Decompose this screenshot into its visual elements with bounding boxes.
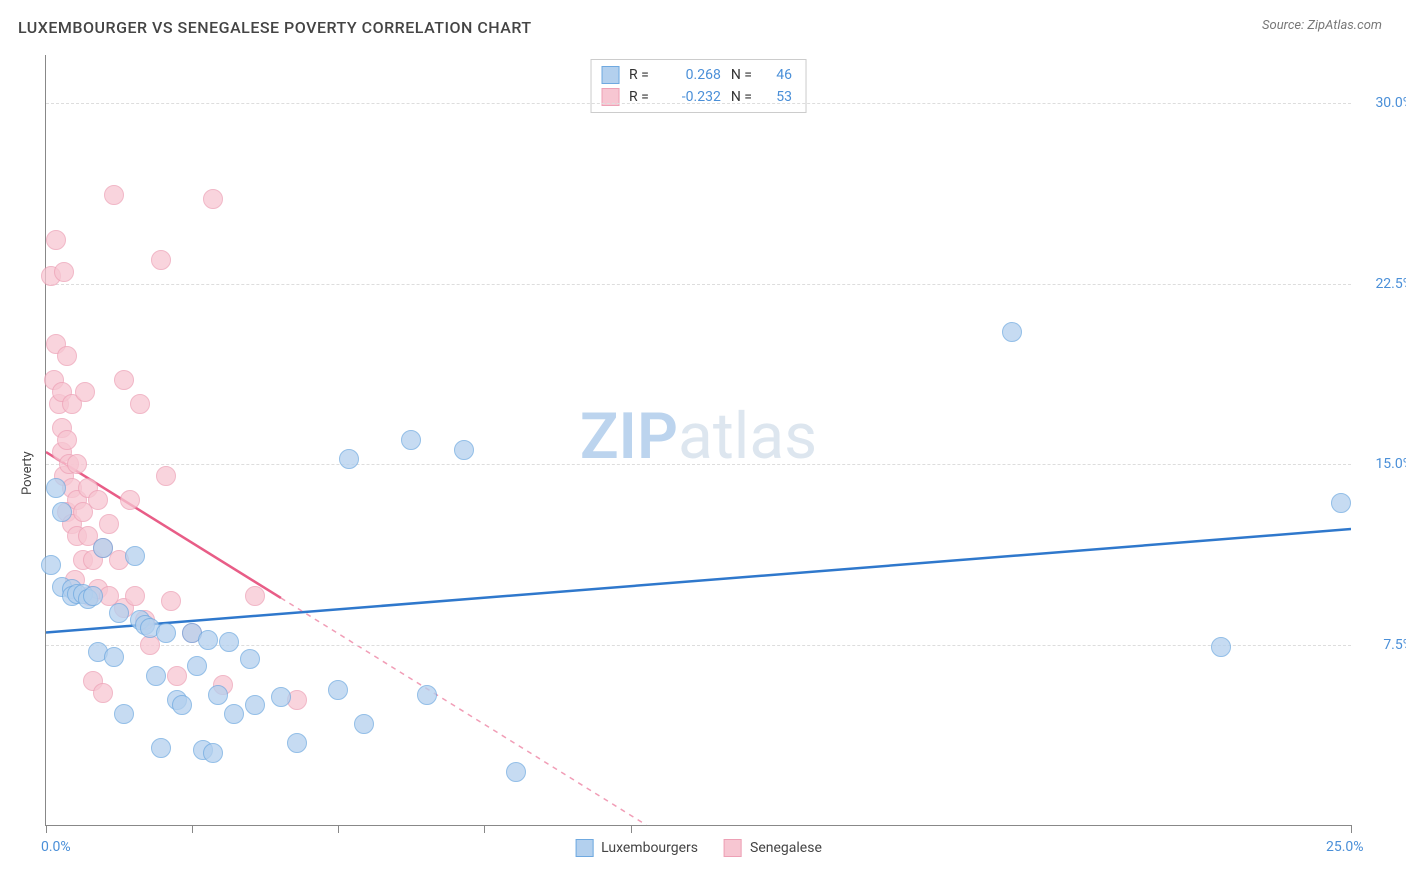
data-point xyxy=(46,230,66,250)
data-point xyxy=(57,430,77,450)
data-point xyxy=(198,630,218,650)
data-point xyxy=(240,649,260,669)
data-point xyxy=(57,346,77,366)
data-point xyxy=(172,695,192,715)
data-point xyxy=(506,762,526,782)
legend-n-value: 46 xyxy=(762,67,792,83)
data-point xyxy=(88,490,108,510)
data-point xyxy=(46,478,66,498)
correlation-legend: R = 0.268 N = 46 R = -0.232 N = 53 xyxy=(590,59,807,113)
data-point xyxy=(75,382,95,402)
swatch-icon xyxy=(575,839,593,857)
data-point xyxy=(401,430,421,450)
x-tick-label: 0.0% xyxy=(41,839,71,855)
swatch-icon xyxy=(601,66,619,84)
data-point xyxy=(328,680,348,700)
data-point xyxy=(156,623,176,643)
x-tick xyxy=(484,825,485,833)
data-point xyxy=(219,632,239,652)
data-point xyxy=(93,538,113,558)
data-point xyxy=(151,738,171,758)
scatter-plot-area: Poverty ZIPatlas R = 0.268 N = 46 R = -0… xyxy=(45,55,1351,826)
data-point xyxy=(454,440,474,460)
data-point xyxy=(109,603,129,623)
data-point xyxy=(83,586,103,606)
legend-series-label: Luxembourgers xyxy=(601,840,698,856)
data-point xyxy=(167,666,187,686)
data-point xyxy=(1211,637,1231,657)
data-point xyxy=(93,683,113,703)
data-point xyxy=(208,685,228,705)
data-point xyxy=(104,647,124,667)
data-point xyxy=(120,490,140,510)
y-tick-label: 22.5% xyxy=(1375,276,1406,292)
data-point xyxy=(203,743,223,763)
legend-item-luxembourgers: Luxembourgers xyxy=(575,839,698,857)
y-tick-label: 15.0% xyxy=(1375,456,1406,472)
data-point xyxy=(114,704,134,724)
watermark: ZIPatlas xyxy=(580,399,817,474)
data-point xyxy=(156,466,176,486)
data-point xyxy=(54,262,74,282)
data-point xyxy=(354,714,374,734)
data-point xyxy=(114,370,134,390)
data-point xyxy=(130,394,150,414)
data-point xyxy=(41,555,61,575)
gridline xyxy=(46,103,1351,104)
legend-n-label: N = xyxy=(731,67,752,83)
legend-row-luxembourgers: R = 0.268 N = 46 xyxy=(601,64,792,86)
chart-title: LUXEMBOURGER VS SENEGALESE POVERTY CORRE… xyxy=(18,18,532,37)
data-point xyxy=(67,454,87,474)
data-point xyxy=(125,586,145,606)
legend-r-value: 0.268 xyxy=(659,67,721,83)
gridline xyxy=(46,464,1351,465)
data-point xyxy=(146,666,166,686)
gridline xyxy=(46,284,1351,285)
data-point xyxy=(125,546,145,566)
data-point xyxy=(224,704,244,724)
data-point xyxy=(187,656,207,676)
data-point xyxy=(339,449,359,469)
data-point xyxy=(245,695,265,715)
y-tick-label: 30.0% xyxy=(1375,95,1406,111)
legend-row-senegalese: R = -0.232 N = 53 xyxy=(601,86,792,108)
data-point xyxy=(52,502,72,522)
x-tick xyxy=(46,825,47,833)
swatch-icon xyxy=(724,839,742,857)
chart-source: Source: ZipAtlas.com xyxy=(1262,18,1382,33)
x-tick xyxy=(192,825,193,833)
legend-r-label: R = xyxy=(629,67,649,83)
data-point xyxy=(1002,322,1022,342)
data-point xyxy=(287,733,307,753)
series-legend: Luxembourgers Senegalese xyxy=(575,839,822,857)
x-tick xyxy=(1351,825,1352,833)
data-point xyxy=(151,250,171,270)
legend-item-senegalese: Senegalese xyxy=(724,839,822,857)
data-point xyxy=(271,687,291,707)
data-point xyxy=(203,189,223,209)
data-point xyxy=(99,514,119,534)
y-axis-label: Poverty xyxy=(20,451,35,495)
gridline xyxy=(46,645,1351,646)
data-point xyxy=(1331,493,1351,513)
data-point xyxy=(245,586,265,606)
x-tick xyxy=(631,825,632,833)
y-tick-label: 7.5% xyxy=(1383,637,1406,653)
x-tick xyxy=(338,825,339,833)
legend-series-label: Senegalese xyxy=(750,840,822,856)
x-tick-label: 25.0% xyxy=(1326,839,1364,855)
data-point xyxy=(104,185,124,205)
data-point xyxy=(161,591,181,611)
data-point xyxy=(417,685,437,705)
